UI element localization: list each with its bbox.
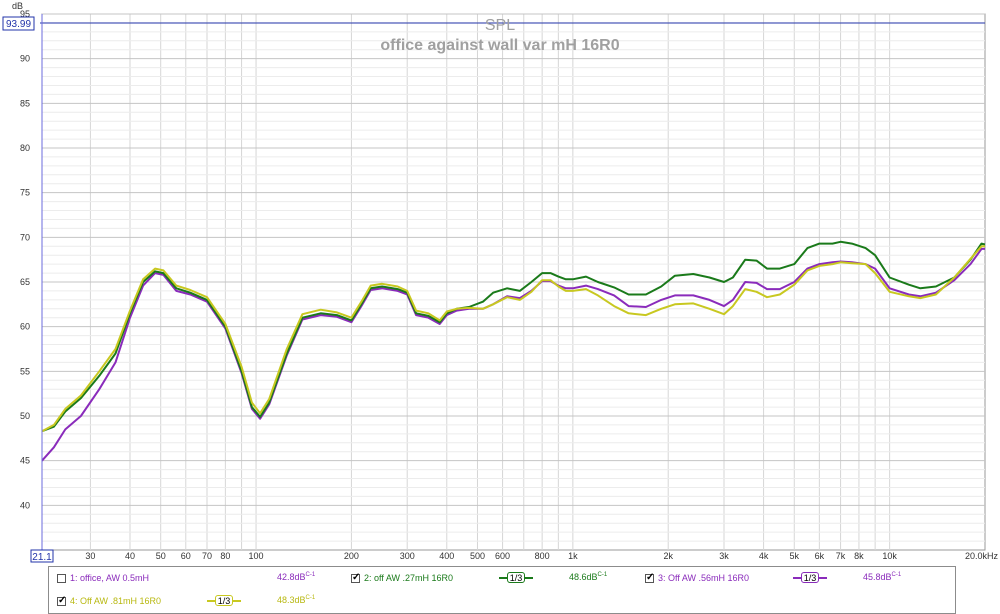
legend-item-2[interactable]: 2: off AW .27mH 16R0 [351,571,453,585]
y-tick-label: 95 [20,9,30,19]
legend: 1: office, AW 0.5mH 42.8dBC-1 2: off AW … [48,566,956,614]
smoothing-button-4[interactable]: 1/3 [207,594,241,608]
legend-label-1: 1: office, AW 0.5mH [70,573,150,583]
legend-label-2: 2: off AW .27mH 16R0 [364,573,454,583]
legend-label-3: 3: Off AW .56mH 16R0 [658,573,750,583]
legend-value-1: 42.8dBC-1 [277,572,315,582]
legend-item-3[interactable]: 3: Off AW .56mH 16R0 [645,571,749,585]
y-tick-label: 60 [20,322,30,332]
x-tick-label: 70 [202,551,212,561]
legend-value-3: 45.8dBC-1 [863,572,901,582]
legend-item-1[interactable]: 1: office, AW 0.5mH [57,571,149,585]
series-line [41,247,985,462]
smoothing-label-2: 1/3 [507,572,525,583]
legend-checkbox-3[interactable] [645,572,654,583]
series-layer [41,240,986,462]
series-line [41,245,985,433]
smoothing-button-2[interactable]: 1/3 [499,571,533,585]
legend-checkbox-2[interactable] [351,572,360,583]
x-tick-label: 400 [439,551,454,561]
legend-unit-3: C-1 [891,572,902,578]
x-tick-label: 800 [535,551,550,561]
legend-unit-4: C-1 [305,595,316,601]
y-tick-label: 90 [20,54,30,64]
x-tick-label: 2k [663,551,673,561]
x-tick-label: 7k [836,551,846,561]
y-tick-label: 45 [20,456,30,466]
x-tick-label: 300 [400,551,415,561]
series-line [41,240,986,433]
y-tick-label: 65 [20,277,30,287]
x-start-box [30,549,54,563]
x-tick-label: 600 [495,551,510,561]
y-axis-label: dB [12,1,23,11]
x-tick-label: 500 [470,551,485,561]
grid [41,13,986,551]
x-tick-label: 10k [882,551,897,561]
y-tick-label: 40 [20,500,30,510]
smoothing-button-3[interactable]: 1/3 [793,571,827,585]
y-tick-label: 50 [20,411,30,421]
legend-checkbox-4[interactable] [57,595,66,606]
legend-value-text-1: 42.8dB [277,572,306,582]
legend-unit-2: C-1 [597,572,608,578]
y-tick-label: 70 [20,232,30,242]
x-tick-label: 50 [156,551,166,561]
y-tick-label: 55 [20,366,30,376]
x-tick-label: 200 [344,551,359,561]
y-tick-label: 75 [20,188,30,198]
legend-value-text-4: 48.3dB [277,595,306,605]
axes: 40 45 50 55 60 65 70 75 80 85 90 95 30 40 50 60 70 80 100 2… [20,9,999,561]
cursor-value-box [2,16,35,31]
x-start-value: 21.1 [32,552,52,563]
cursor-value: 93.99 [6,19,31,30]
legend-unit-1: C-1 [305,572,316,578]
legend-value-2: 48.6dBC-1 [569,572,607,582]
x-tick-label: 30 [85,551,95,561]
legend-value-text-2: 48.6dB [569,572,598,582]
chart-title: SPL [485,17,515,34]
spl-chart: 40 45 50 55 60 65 70 75 80 85 90 95 30 40 50 60 70 80 100 2… [2,1,999,563]
x-tick-label: 5k [790,551,800,561]
legend-item-4[interactable]: 4: Off AW .81mH 16R0 [57,594,161,608]
chart-subtitle: office against wall var mH 16R0 [380,37,619,54]
legend-checkbox-1[interactable] [57,573,66,583]
smoothing-label-3: 1/3 [801,572,819,583]
legend-value-text-3: 45.8dB [863,572,892,582]
smoothing-label-4: 1/3 [215,595,233,606]
x-tick-label: 4k [759,551,769,561]
x-tick-label: 8k [854,551,864,561]
x-tick-label: 80 [220,551,230,561]
y-tick-label: 85 [20,98,30,108]
x-tick-label: 20.0kHz [965,551,999,561]
x-tick-label: 60 [181,551,191,561]
legend-label-4: 4: Off AW .81mH 16R0 [70,596,162,606]
x-tick-label: 1k [568,551,578,561]
x-tick-label: 40 [125,551,135,561]
x-tick-label: 100 [249,551,264,561]
x-tick-label: 3k [719,551,729,561]
legend-value-4: 48.3dBC-1 [277,595,315,605]
y-tick-label: 80 [20,143,30,153]
x-tick-label: 6k [815,551,825,561]
